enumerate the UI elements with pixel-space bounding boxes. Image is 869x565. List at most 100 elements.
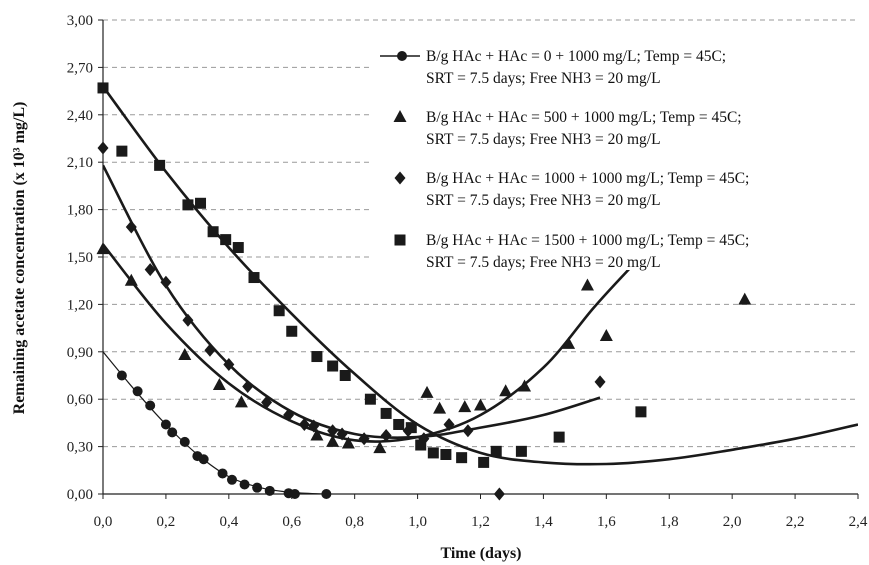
data-point-circle <box>132 386 143 397</box>
legend-background <box>372 38 856 270</box>
y-tick-label: 1,20 <box>67 297 93 313</box>
x-tick-label: 2,4 <box>849 514 868 530</box>
data-point-triangle <box>124 273 138 286</box>
y-tick-label: 3,00 <box>67 13 93 29</box>
data-point-square <box>232 242 244 254</box>
y-tick-label: 2,70 <box>67 60 93 76</box>
legend: B/g HAc + HAc = 0 + 1000 mg/L; Temp = 45… <box>372 38 856 271</box>
data-point-circle <box>160 419 171 430</box>
data-point-square <box>380 407 392 419</box>
data-point-diamond <box>261 395 273 409</box>
data-point-square <box>490 445 502 457</box>
data-point-square <box>311 351 323 363</box>
data-point-square <box>440 449 452 460</box>
data-point-square <box>116 145 128 157</box>
axes <box>98 19 859 499</box>
x-tick-label: 1,8 <box>660 514 679 530</box>
x-tick-label: 1,6 <box>597 514 616 530</box>
data-point-square <box>553 431 565 443</box>
data-point-square <box>248 272 260 284</box>
data-point-square <box>364 393 376 405</box>
data-point-diamond <box>125 220 137 234</box>
x-tick-label: 0,8 <box>345 514 364 530</box>
data-point-circle <box>217 468 228 479</box>
legend-label: B/g HAc + HAc = 1000 + 1000 mg/L; Temp =… <box>426 170 749 187</box>
data-point-diamond <box>327 424 339 438</box>
data-point-square <box>154 159 166 171</box>
data-point-square <box>415 439 427 451</box>
y-axis-title: Remaining acetate concentration (x 10³ m… <box>11 102 28 415</box>
data-point-square <box>195 197 207 209</box>
data-point-diamond <box>493 487 505 501</box>
data-point-triangle <box>518 379 532 392</box>
y-tick-labels: 0,00 0,30 0,60 0,90 1,20 1,50 1,80 2,10 2,40 2,70… <box>67 13 93 503</box>
data-point-diamond <box>336 427 348 441</box>
data-point-triangle <box>474 398 487 411</box>
y-tick-label: 0,30 <box>67 440 93 456</box>
data-point-square <box>427 447 439 459</box>
data-point-triangle <box>458 400 472 413</box>
data-point-diamond <box>182 313 194 327</box>
data-point-triangle <box>178 347 192 360</box>
data-point-triangle <box>738 292 752 305</box>
data-point-triangle <box>499 384 513 397</box>
data-point-triangle <box>433 401 447 414</box>
data-point-diamond <box>223 357 235 371</box>
data-point-square <box>405 422 417 434</box>
data-point-triangle <box>234 395 248 408</box>
y-tick-label: 2,40 <box>67 108 93 124</box>
data-point-circle <box>226 474 237 485</box>
data-point-square <box>286 325 298 337</box>
data-point-diamond <box>283 408 295 422</box>
data-point-triangle <box>96 242 110 255</box>
data-point-triangle <box>420 385 434 398</box>
legend-marker-diamond <box>394 171 406 185</box>
x-axis-title: Time (days) <box>440 545 521 562</box>
data-point-square <box>327 360 339 372</box>
data-points <box>96 82 752 501</box>
data-point-square <box>97 82 109 94</box>
data-point-triangle <box>326 434 340 447</box>
fit-curve-circle <box>103 351 324 494</box>
x-tick-label: 1,0 <box>408 514 427 530</box>
data-point-circle <box>198 454 209 465</box>
legend-label: B/g HAc + HAc = 1500 + 1000 mg/L; Temp =… <box>426 232 749 249</box>
legend-marker-square <box>394 234 406 246</box>
x-tick-label: 2,0 <box>723 514 742 530</box>
y-tick-label: 1,80 <box>67 203 93 219</box>
legend-marker-circle <box>397 51 407 61</box>
data-point-square <box>273 305 285 317</box>
legend-marker-triangle <box>393 110 407 122</box>
data-point-circle <box>179 436 190 447</box>
x-tick-labels: 0,0 0,2 0,4 0,6 0,8 1,0 1,2 1,4 1,6 1,8 2,0 2,2 2,4 <box>94 514 868 530</box>
data-point-circle <box>145 400 156 411</box>
data-point-diamond <box>358 432 370 446</box>
x-tick-label: 0,2 <box>157 514 176 530</box>
x-tick-label: 0,6 <box>282 514 301 530</box>
data-point-diamond <box>380 429 392 443</box>
x-tick-label: 0,0 <box>94 514 113 530</box>
data-point-diamond <box>144 263 156 277</box>
data-point-diamond <box>298 417 310 431</box>
x-tick-label: 0,4 <box>219 514 238 530</box>
x-tick-label: 2,2 <box>786 514 805 530</box>
data-point-triangle <box>212 377 226 390</box>
x-tick-label: 1,2 <box>471 514 490 530</box>
data-point-square <box>207 226 219 238</box>
data-point-diamond <box>160 275 172 289</box>
x-tick-label: 1,4 <box>534 514 553 530</box>
data-point-triangle <box>310 428 324 441</box>
data-point-diamond <box>594 375 606 389</box>
data-point-triangle <box>341 436 355 449</box>
data-point-circle <box>167 427 178 438</box>
y-tick-label: 1,50 <box>67 250 93 266</box>
data-point-diamond <box>443 417 455 431</box>
y-tick-label: 0,00 <box>67 487 93 503</box>
legend-label-line2: SRT = 7.5 days; Free NH3 = 20 mg/L <box>426 70 661 87</box>
data-point-triangle <box>562 336 576 349</box>
data-point-circle <box>239 479 250 490</box>
data-point-diamond <box>462 424 474 438</box>
fit-curve-triangle <box>103 243 633 443</box>
data-point-circle <box>321 489 332 499</box>
